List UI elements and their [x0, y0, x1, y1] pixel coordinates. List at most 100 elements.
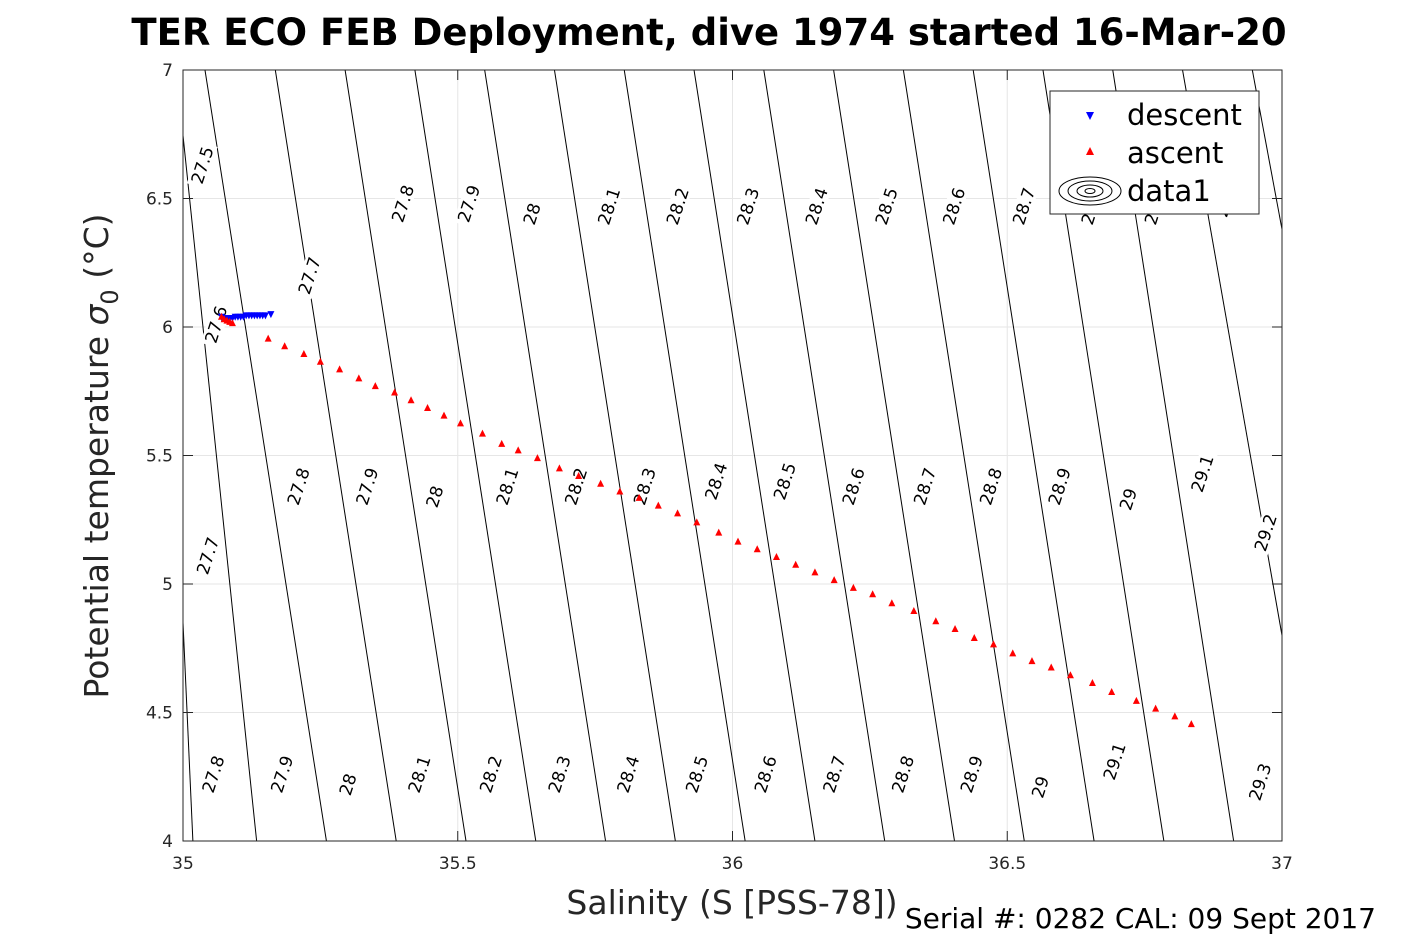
ascent-marker — [734, 537, 742, 545]
contour-label-bg — [266, 750, 298, 798]
ascent-marker — [1132, 696, 1140, 704]
legend-label-descent: descent — [1127, 98, 1242, 132]
ascent-marker — [228, 319, 236, 327]
ascent-marker — [533, 454, 541, 462]
y-axis-label-sigma: σ — [77, 304, 116, 326]
ascent-marker — [424, 403, 432, 411]
contour-label-bg — [1186, 449, 1218, 498]
ascent-marker — [478, 429, 486, 437]
ascent-marker — [869, 590, 877, 598]
ascent-marker — [1088, 678, 1096, 686]
contour-label-bg — [1008, 182, 1040, 230]
contour-label-bg — [612, 750, 644, 798]
ascent-marker — [407, 396, 415, 404]
ascent-marker — [555, 464, 563, 472]
ascent-marker — [440, 411, 448, 419]
density-contour-line — [763, 70, 886, 841]
ascent-marker — [1066, 671, 1074, 679]
ascent-marker — [371, 382, 379, 390]
ascent-marker — [888, 599, 896, 607]
contour-label-group: 27.9 — [453, 179, 485, 228]
density-contours — [183, 70, 1282, 841]
y-tick-label: 5.5 — [146, 447, 173, 467]
contour-label-bg — [732, 182, 764, 230]
axis-ticks: 35 35.5 36 36.5 37 4 4.5 5 5.5 6 6.5 7 — [146, 61, 1293, 874]
density-contour-line — [972, 70, 1095, 841]
ascent-marker — [811, 568, 819, 576]
contour-label-bg — [662, 182, 693, 230]
contour-label-bg — [956, 750, 987, 798]
legend-marker-contour — [1058, 176, 1122, 206]
density-contour-line — [183, 622, 194, 841]
contour-label-bg — [801, 182, 832, 230]
density-contour-line — [553, 70, 676, 841]
x-tick-label: 36 — [722, 854, 744, 874]
contour-label-bg — [1044, 462, 1075, 511]
contour-label-bg — [1115, 484, 1141, 514]
density-contour-line — [484, 70, 607, 841]
ascent-marker — [654, 501, 662, 509]
contour-label-group: 28.1 — [593, 182, 625, 230]
ascent-marker — [1047, 663, 1055, 671]
contour-label-bg — [681, 750, 713, 798]
ascent-marker — [597, 479, 605, 487]
legend: descent ascent data1 — [1049, 90, 1260, 215]
contour-label-bg — [938, 182, 970, 230]
data-markers — [217, 311, 1195, 728]
density-contour-line — [833, 70, 955, 841]
ascent-marker — [498, 439, 506, 447]
contour-label-group: 28 — [422, 482, 448, 511]
y-axis-label-subscript: 0 — [96, 289, 124, 304]
contour-label-bg — [838, 462, 869, 511]
ascent-marker — [355, 374, 363, 382]
contour-label-bg — [1244, 758, 1276, 806]
contour-label-bg — [629, 462, 660, 511]
ascent-marker — [1152, 704, 1160, 712]
legend-label-data1: data1 — [1127, 174, 1211, 208]
contour-label-bg — [491, 462, 523, 511]
contour-label-group: 27.8 — [197, 750, 230, 798]
contour-label-bg — [294, 251, 325, 300]
y-tick-label: 6.5 — [146, 190, 173, 210]
ascent-marker — [1171, 712, 1179, 720]
ascent-marker — [264, 334, 272, 342]
contour-label-bg — [335, 770, 361, 799]
ascent-marker — [281, 342, 289, 350]
contour-label-bg — [700, 457, 732, 505]
y-axis-label: Potential temperature σ0 (°C) — [77, 214, 124, 699]
chart-title: TER ECO FEB Deployment, dive 1974 starte… — [131, 11, 1286, 54]
descent-marker — [261, 312, 269, 320]
contour-label-bg — [975, 462, 1007, 511]
x-tick-label: 37 — [1271, 854, 1293, 874]
ascent-marker — [753, 545, 761, 553]
y-tick-label: 7 — [162, 61, 173, 81]
contour-label-bg — [519, 199, 545, 229]
ascent-marker — [693, 518, 701, 526]
contour-label-bg — [593, 182, 625, 230]
ascent-marker — [792, 560, 800, 568]
density-contour-labels: 27.527.627.727.8 27.9 28 28.1 28.2 28.3 28.4 28… — [186, 141, 1282, 806]
y-tick-label: 4 — [162, 832, 173, 852]
ascent-marker — [1187, 720, 1195, 728]
ascent-marker — [575, 472, 583, 480]
contour-label-bg — [1027, 772, 1053, 802]
contour-label-bg — [453, 179, 485, 228]
contour-label-bg — [909, 462, 941, 511]
ascent-marker — [300, 349, 308, 357]
ascent-marker — [336, 365, 344, 373]
contour-label-group: 29 — [1115, 484, 1142, 514]
contour-label-bg — [475, 750, 507, 798]
ascent-marker — [616, 487, 624, 495]
y-axis-label-unit: (°C) — [77, 214, 116, 290]
contour-label-bg — [403, 750, 435, 798]
ascent-marker — [910, 606, 918, 614]
contour-label-bg — [871, 182, 902, 230]
x-axis-label: Salinity (S [PSS-78]) — [566, 883, 897, 922]
contour-label-bg — [1250, 508, 1281, 557]
ascent-marker — [1028, 657, 1036, 665]
ascent-marker — [635, 493, 643, 501]
contour-label-bg — [887, 750, 919, 798]
ascent-marker — [1009, 649, 1017, 657]
x-tick-label: 35.5 — [439, 854, 477, 874]
